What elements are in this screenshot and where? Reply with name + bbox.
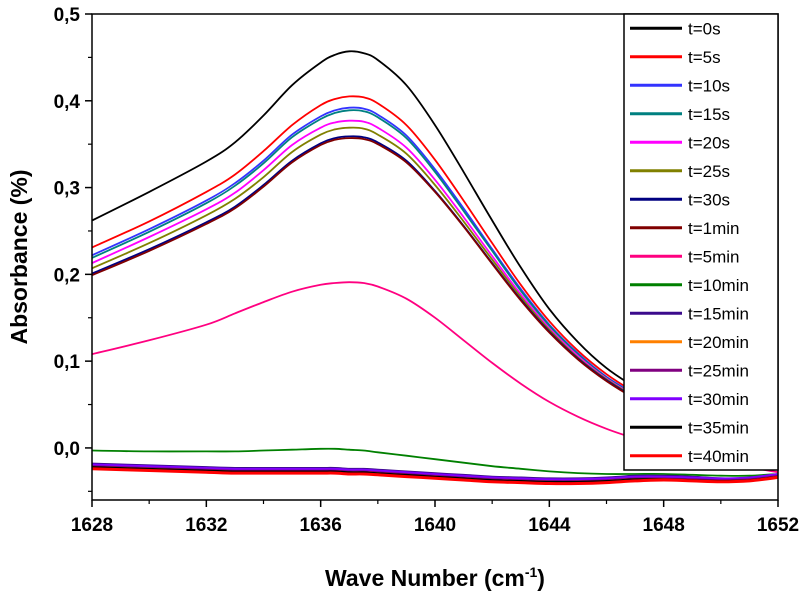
series-line-13: [92, 463, 778, 481]
y-tick-label-1: 0,1: [54, 352, 81, 373]
x-axis-title: Wave Number (cm-1): [325, 564, 545, 591]
legend-box: [623, 13, 779, 471]
legend-label-5: t=25s: [688, 162, 730, 181]
legend-label-0: t=0s: [688, 19, 721, 38]
x-tick-label-3: 1640: [414, 515, 456, 536]
y-tick-label-0: 0,0: [54, 439, 80, 460]
legend-label-10: t=15min: [688, 304, 749, 323]
legend-label-7: t=1min: [688, 219, 740, 238]
ticks-layer: 1628 1632 1636 1640 1644 1648 1652 0,0 0,1 0,2 0,3…: [54, 5, 800, 536]
legend-label-14: t=35min: [688, 418, 749, 437]
series-line-9: [92, 447, 778, 477]
x-axis-title-suffix: ): [537, 565, 545, 591]
x-tick-label-0: 1628: [71, 515, 113, 536]
legend-label-8: t=5min: [688, 247, 740, 266]
legend-label-9: t=10min: [688, 276, 749, 295]
legend-label-1: t=5s: [688, 48, 721, 67]
x-tick-label-6: 1652: [757, 515, 799, 536]
legend-label-11: t=20min: [688, 333, 749, 352]
legend-label-4: t=20s: [688, 133, 730, 152]
x-tick-label-2: 1636: [300, 515, 342, 536]
legend-label-6: t=30s: [688, 190, 730, 209]
legend-items: t=0s t=5s t=10s t=15s t=20s t=25s t=30s t=1min t…: [630, 19, 749, 466]
series-layer: [92, 50, 778, 486]
legend: t=0s t=5s t=10s t=15s t=20s t=25s t=30s t=1min t…: [623, 13, 779, 471]
y-axis-title: Absorbance (%): [6, 169, 32, 344]
series-line-15: [92, 467, 778, 486]
legend-label-15: t=40min: [688, 447, 749, 466]
x-tick-label-5: 1648: [643, 515, 685, 536]
legend-label-12: t=25min: [688, 361, 749, 380]
x-tick-label-1: 1632: [185, 515, 227, 536]
legend-label-13: t=30min: [688, 390, 749, 409]
legend-label-2: t=10s: [688, 76, 730, 95]
x-tick-label-4: 1644: [528, 515, 571, 536]
x-axis-title-main: Wave Number (cm: [325, 565, 525, 591]
y-tick-label-3: 0,3: [54, 179, 80, 200]
y-tick-label-5: 0,5: [54, 5, 81, 26]
y-tick-label-4: 0,4: [54, 92, 81, 113]
x-axis-title-superscript: -1: [525, 564, 538, 580]
y-tick-label-2: 0,2: [54, 265, 80, 286]
legend-label-3: t=15s: [688, 105, 730, 124]
